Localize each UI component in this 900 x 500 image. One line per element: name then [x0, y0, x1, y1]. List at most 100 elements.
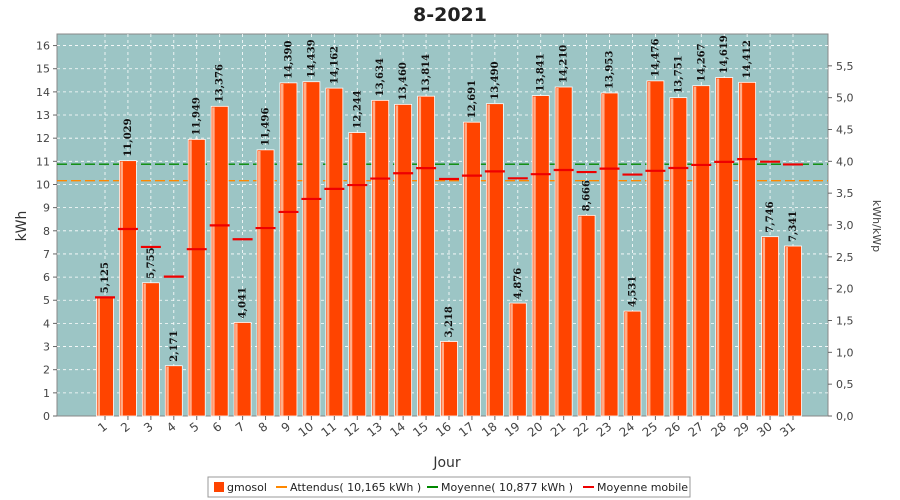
x-tick-label: 15 — [410, 419, 431, 439]
data-label: 12,244 — [352, 90, 363, 128]
data-label: 5,125 — [100, 262, 111, 293]
y2-tick-label: 1,0 — [836, 346, 854, 359]
x-tick-label: 3 — [141, 419, 156, 435]
bar-highlight — [624, 312, 628, 416]
y-tick-label: 1 — [43, 387, 50, 400]
bar-highlight — [762, 237, 766, 416]
legend-label: Moyenne( 10,877 kWh ) — [441, 481, 573, 494]
x-tick-label: 24 — [617, 419, 638, 439]
x-tick-label: 22 — [571, 419, 592, 439]
y-tick-label: 4 — [43, 317, 50, 330]
bar-highlight — [647, 81, 651, 416]
y2-tick-label: 2,0 — [836, 283, 854, 296]
y-tick-label: 0 — [43, 410, 50, 423]
y-tick-label: 15 — [36, 63, 50, 76]
bar-highlight — [395, 105, 399, 416]
bar-highlight — [510, 304, 513, 416]
data-label: 13,376 — [215, 64, 226, 102]
x-axis-label: Jour — [432, 455, 461, 471]
bar-highlight — [143, 283, 146, 416]
y2-tick-label: 1,5 — [836, 315, 854, 328]
bar-highlight — [120, 161, 123, 416]
y-tick-label: 13 — [36, 109, 50, 122]
bar-highlight — [464, 123, 467, 417]
x-tick-label: 21 — [548, 419, 569, 439]
x-tick-label: 11 — [319, 419, 340, 439]
bar-highlight — [602, 93, 605, 416]
y2-tick-label: 5,5 — [836, 60, 854, 73]
bar-highlight — [303, 82, 307, 416]
y-tick-label: 2 — [43, 364, 50, 377]
x-tick-label: 13 — [364, 419, 385, 439]
bar-highlight — [716, 78, 720, 416]
x-tick-label: 7 — [233, 419, 248, 435]
bar-highlight — [441, 342, 444, 416]
data-label: 13,634 — [375, 58, 386, 96]
y-tick-label: 11 — [36, 155, 50, 168]
chart-title: 8-2021 — [413, 4, 487, 26]
x-tick-label: 19 — [502, 419, 523, 439]
y-tick-label: 8 — [43, 225, 50, 238]
y-tick-label: 14 — [36, 86, 50, 99]
bar-highlight — [258, 150, 261, 416]
y-tick-label: 6 — [43, 271, 50, 284]
bar-highlight — [487, 104, 490, 416]
y2-tick-label: 3,0 — [836, 219, 854, 232]
x-tick-label: 26 — [663, 419, 684, 439]
x-tick-label: 8 — [256, 419, 271, 435]
x-tick-label: 2 — [118, 419, 133, 435]
x-tick-label: 5 — [187, 419, 202, 435]
data-label: 7,341 — [788, 211, 799, 242]
data-label: 13,751 — [673, 55, 684, 93]
bar-highlight — [556, 88, 559, 416]
y-tick-label: 7 — [43, 248, 50, 261]
x-tick-label: 20 — [525, 419, 546, 439]
x-tick-label: 27 — [685, 419, 706, 439]
bar-highlight — [97, 298, 100, 416]
data-label: 7,746 — [765, 201, 776, 232]
data-label: 14,210 — [559, 45, 570, 83]
bar-highlight — [418, 97, 422, 416]
x-tick-label: 6 — [210, 419, 225, 435]
data-label: 8,666 — [582, 180, 593, 211]
legend-swatch — [214, 482, 224, 492]
x-tick-label: 31 — [777, 419, 798, 439]
data-label: 14,476 — [650, 39, 661, 77]
bar-highlight — [280, 83, 284, 416]
x-tick-label: 14 — [387, 419, 408, 439]
bar-highlight — [326, 89, 330, 417]
data-label: 13,460 — [398, 62, 409, 100]
x-tick-label: 9 — [279, 419, 294, 435]
bar-highlight — [372, 101, 376, 417]
data-label: 4,876 — [513, 268, 524, 299]
y-axis-label: kWh — [14, 211, 30, 242]
data-label: 13,814 — [421, 54, 432, 92]
y-tick-label: 5 — [43, 294, 50, 307]
data-label: 5,755 — [146, 247, 157, 278]
data-label: 11,496 — [261, 108, 272, 146]
data-label: 4,041 — [238, 287, 249, 318]
x-tick-label: 16 — [433, 419, 454, 439]
data-label: 14,390 — [283, 41, 294, 79]
data-label: 11,029 — [123, 118, 134, 156]
bar-highlight — [533, 96, 536, 416]
y2-tick-label: 5,0 — [836, 92, 854, 105]
data-label: 14,412 — [742, 40, 753, 78]
x-tick-label: 12 — [341, 419, 362, 439]
data-label: 14,162 — [329, 46, 340, 84]
bar-highlight — [670, 98, 674, 416]
y-tick-label: 12 — [36, 132, 50, 145]
y2-tick-label: 0,5 — [836, 378, 854, 391]
x-tick-label: 4 — [164, 419, 179, 435]
bar-highlight — [785, 247, 788, 416]
x-tick-label: 10 — [296, 419, 317, 439]
x-tick-label: 18 — [479, 419, 500, 439]
y2-tick-label: 0,0 — [836, 410, 854, 423]
x-tick-label: 23 — [594, 419, 615, 439]
y2-tick-label: 4,0 — [836, 155, 854, 168]
data-label: 12,691 — [467, 80, 478, 118]
x-tick-label: 30 — [754, 419, 775, 439]
x-tick-label: 1 — [95, 419, 110, 435]
bar-highlight — [349, 133, 353, 417]
x-tick-label: 28 — [708, 419, 729, 439]
